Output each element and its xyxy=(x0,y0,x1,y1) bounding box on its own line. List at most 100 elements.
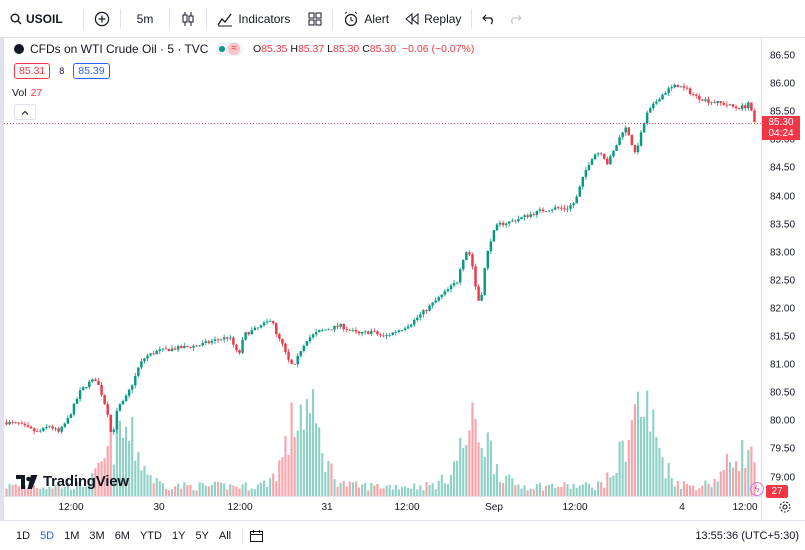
candle-body xyxy=(529,214,532,217)
volume-bar xyxy=(8,483,11,496)
candle-body xyxy=(330,329,333,331)
candle-body xyxy=(75,398,79,404)
candle-body xyxy=(302,345,306,352)
candle-body xyxy=(422,310,425,315)
range-button-1y[interactable]: 1Y xyxy=(171,529,186,542)
range-button-1m[interactable]: 1M xyxy=(64,529,80,542)
candle-body xyxy=(728,104,732,106)
volume-bar xyxy=(584,482,587,496)
candle-body xyxy=(624,127,627,133)
candle-body xyxy=(100,384,103,396)
candle-body xyxy=(103,395,106,405)
price-tick-label: 82.00 xyxy=(770,303,796,315)
volume-bar xyxy=(155,477,158,496)
sell-price-button[interactable]: 85.31 xyxy=(14,63,51,79)
market-status[interactable]: ≈ xyxy=(216,42,243,56)
candle-body xyxy=(118,404,122,411)
candle-body xyxy=(287,351,290,360)
volume-bar xyxy=(560,486,563,496)
alert-button[interactable]: Alert xyxy=(337,5,395,33)
price-tick-label: 80.50 xyxy=(770,387,796,399)
compare-button[interactable] xyxy=(88,5,116,33)
volume-bar xyxy=(630,420,633,496)
redo-button[interactable] xyxy=(502,5,528,33)
candle-body xyxy=(722,102,726,105)
buy-price-button[interactable]: 85.39 xyxy=(73,63,110,79)
candle-body xyxy=(538,209,542,211)
chart-type-button[interactable] xyxy=(174,5,202,33)
volume-bar xyxy=(474,419,477,496)
candle-body xyxy=(566,208,569,210)
candle-body xyxy=(342,323,345,330)
volume-bar xyxy=(26,487,30,496)
candle-body xyxy=(229,337,232,339)
candle-body xyxy=(630,134,634,146)
volume-bar xyxy=(72,489,76,496)
price-tick-label: 81.00 xyxy=(770,359,796,371)
candle-body xyxy=(695,94,698,96)
replay-button[interactable]: Replay xyxy=(399,5,467,33)
interval-button[interactable]: 5m xyxy=(125,5,166,33)
candle-body xyxy=(581,176,585,187)
volume-bar xyxy=(278,460,281,496)
volume-bar xyxy=(121,437,125,496)
volume-bar xyxy=(376,483,379,496)
legend-title[interactable]: CFDs on WTI Crude Oil · 5 · TVC xyxy=(30,42,209,56)
indicators-button[interactable]: Indicators xyxy=(211,5,296,33)
range-button-5y[interactable]: 5Y xyxy=(195,529,209,542)
lightning-icon[interactable]: ϟ xyxy=(750,482,764,496)
utc-clock[interactable]: 13:55:36 (UTC+5:30) xyxy=(695,530,799,542)
time-axis[interactable]: 12:00 30 12:00 31 12:00 Sep 12:00 4 12:00 xyxy=(4,496,761,520)
candle-body xyxy=(492,230,496,242)
range-button-1d[interactable]: 1D xyxy=(16,529,31,542)
price-chart[interactable] xyxy=(4,38,805,520)
volume-bar xyxy=(750,446,753,496)
range-button-all[interactable]: All xyxy=(218,529,232,542)
volume-bar xyxy=(315,423,318,496)
goto-date-button[interactable] xyxy=(249,529,265,543)
candle-body xyxy=(91,379,94,382)
candle-body xyxy=(112,429,116,432)
bar-countdown: 04:24 xyxy=(768,128,794,140)
candle-body xyxy=(716,101,719,103)
range-button-5d[interactable]: 5D xyxy=(40,529,55,542)
candle-body xyxy=(360,332,364,334)
range-button-6m[interactable]: 6M xyxy=(114,529,130,542)
candle-body xyxy=(66,418,70,424)
volume-bar xyxy=(253,489,256,496)
tradingview-watermark[interactable]: TradingView xyxy=(16,473,129,490)
price-tick-label: 86.00 xyxy=(770,78,796,90)
price-tick-label: 82.50 xyxy=(770,275,796,287)
chart-pane[interactable]: CFDs on WTI Crude Oil · 5 · TVC ≈ O85.35… xyxy=(0,38,805,520)
volume-bar xyxy=(66,483,69,496)
candle-body xyxy=(161,348,165,350)
layouts-button[interactable] xyxy=(302,5,328,33)
candle-body xyxy=(747,102,750,109)
price-scale[interactable]: 86.5086.0085.5085.0084.5084.0083.5083.00… xyxy=(761,38,805,520)
range-button-3m[interactable]: 3M xyxy=(89,529,105,542)
volume-bar xyxy=(140,470,143,496)
candle-body xyxy=(737,108,741,109)
candle-body xyxy=(278,334,281,339)
volume-value: 27 xyxy=(30,87,43,99)
symbol-search[interactable]: USOIL xyxy=(4,5,69,33)
volume-bar xyxy=(587,484,591,496)
volume-bar xyxy=(627,440,630,496)
volume-bar xyxy=(361,484,364,496)
volume-bar xyxy=(606,472,609,496)
volume-bar xyxy=(183,482,186,496)
undo-button[interactable] xyxy=(476,5,502,33)
volume-bar xyxy=(146,474,149,496)
legend-collapse-button[interactable] xyxy=(14,104,36,120)
volume-bar xyxy=(33,485,36,496)
volume-bar xyxy=(471,402,474,496)
range-button-ytd[interactable]: YTD xyxy=(139,529,162,542)
volume-bar xyxy=(593,490,597,496)
volume-bar xyxy=(195,490,198,496)
volume-bar xyxy=(397,489,400,496)
chart-settings-button[interactable] xyxy=(779,500,791,518)
toolbar-divider xyxy=(206,8,208,29)
candle-body xyxy=(642,123,646,133)
candle-body xyxy=(621,132,624,138)
volume-bar xyxy=(330,463,333,496)
